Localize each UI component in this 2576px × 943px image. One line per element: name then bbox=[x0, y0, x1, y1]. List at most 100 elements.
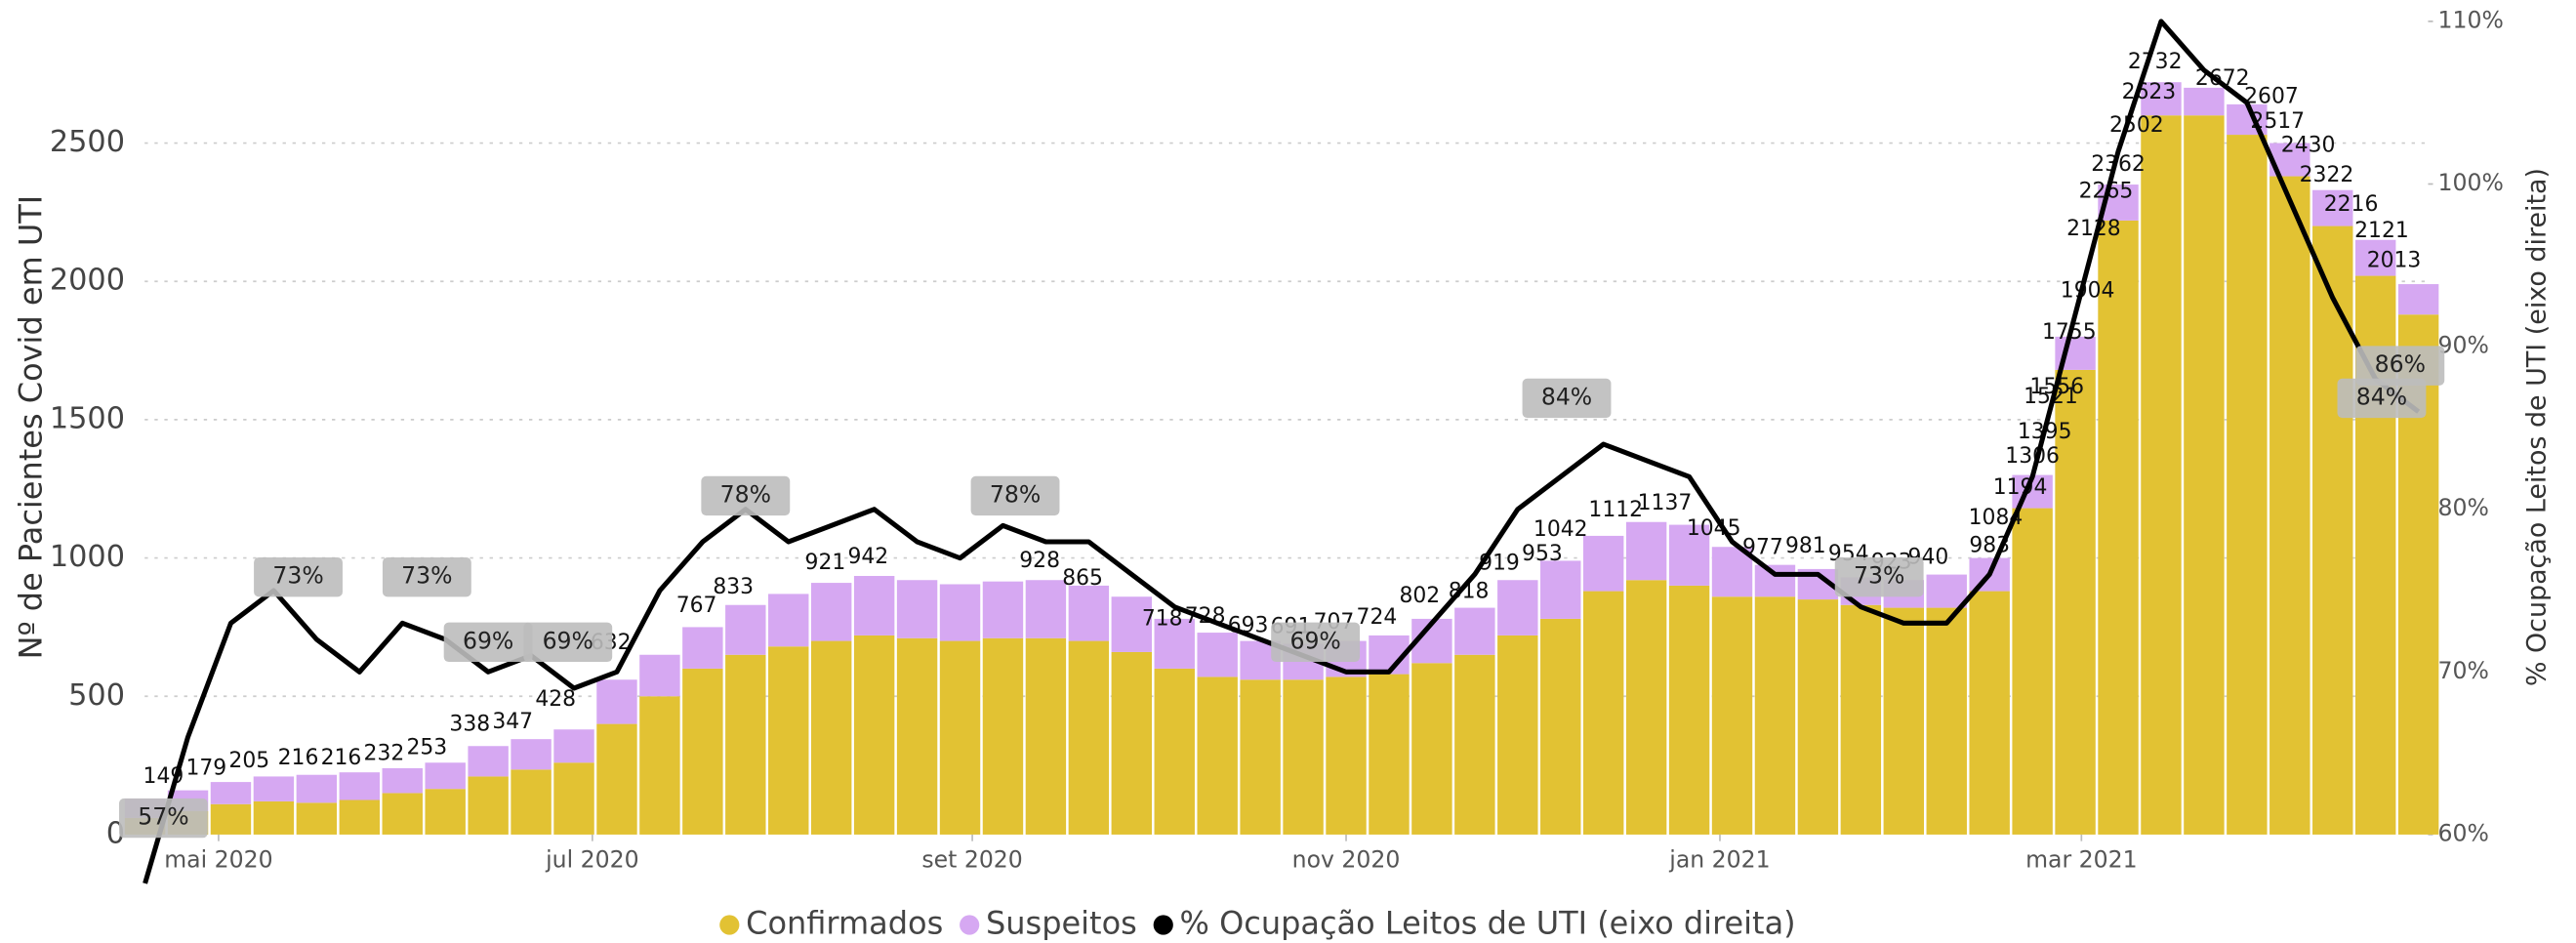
y-axis-title: Nº de Pacientes Covid em UTI bbox=[13, 195, 50, 660]
line-label-text: 73% bbox=[272, 562, 323, 590]
bar bbox=[939, 584, 981, 641]
total-label: 216 bbox=[321, 746, 362, 770]
bar bbox=[982, 637, 1024, 835]
line-label-box bbox=[1834, 557, 1924, 597]
total-label: 981 bbox=[1785, 534, 1826, 558]
legend-marker bbox=[960, 915, 980, 935]
bar bbox=[810, 583, 852, 641]
y-tick-label: 1000 bbox=[50, 540, 125, 574]
line-label-text: 69% bbox=[1289, 627, 1340, 654]
total-label: 2013 bbox=[2367, 249, 2422, 273]
bar bbox=[939, 640, 981, 835]
total-label: 338 bbox=[449, 712, 490, 736]
bar bbox=[896, 637, 938, 835]
bar bbox=[1497, 580, 1538, 636]
bar bbox=[1240, 679, 1281, 835]
bar bbox=[682, 627, 723, 669]
bar bbox=[468, 746, 509, 777]
bar bbox=[1540, 618, 1581, 835]
bar bbox=[468, 776, 509, 835]
bar bbox=[1926, 574, 1967, 608]
total-label: 833 bbox=[713, 575, 754, 599]
bar bbox=[553, 762, 594, 835]
y2-tick-label: 70% bbox=[2438, 657, 2489, 684]
legend-marker bbox=[719, 915, 740, 935]
bar bbox=[1197, 633, 1238, 677]
bar bbox=[1411, 663, 1452, 835]
x-tick-label: jul 2020 bbox=[545, 845, 638, 873]
y-tick-label: 1500 bbox=[50, 401, 125, 435]
total-label: 2623 bbox=[2122, 80, 2177, 104]
bar bbox=[810, 640, 852, 835]
bar bbox=[2141, 82, 2182, 116]
line-label: 84% bbox=[2337, 378, 2427, 419]
y2-axis-title: % Ocupação Leitos de UTI (eixo direita) bbox=[2522, 168, 2553, 686]
bar bbox=[1926, 607, 1967, 835]
bar bbox=[2012, 508, 2053, 835]
bar bbox=[1025, 580, 1067, 638]
x-tick-label: mar 2021 bbox=[2025, 845, 2137, 873]
bar bbox=[853, 635, 895, 835]
bar bbox=[1111, 651, 1153, 835]
legend-label: Confirmados bbox=[746, 904, 943, 941]
total-label: 179 bbox=[185, 756, 226, 780]
y2-tick-label: 110% bbox=[2438, 6, 2504, 33]
total-label: 205 bbox=[228, 749, 269, 773]
x-tick-label: nov 2020 bbox=[1292, 845, 1401, 873]
total-label: 2121 bbox=[2354, 219, 2409, 243]
bar bbox=[1454, 607, 1495, 655]
bar bbox=[725, 654, 766, 835]
line-label: 78% bbox=[970, 475, 1060, 516]
bar bbox=[896, 580, 938, 638]
line-label-text: 78% bbox=[990, 480, 1041, 508]
bar bbox=[768, 646, 809, 835]
bar bbox=[296, 774, 338, 803]
line-label-box bbox=[118, 798, 208, 839]
bar bbox=[1668, 585, 1710, 835]
bar bbox=[596, 723, 637, 835]
line-label-box bbox=[254, 557, 343, 597]
bar bbox=[2397, 284, 2439, 315]
total-label: 232 bbox=[364, 741, 405, 765]
line-label-box bbox=[2355, 346, 2445, 386]
bar bbox=[1540, 560, 1581, 619]
y2-tick-label: 100% bbox=[2438, 169, 2504, 196]
line-label-text: 84% bbox=[1541, 383, 1592, 410]
bar bbox=[2354, 239, 2396, 276]
bar bbox=[1883, 607, 1925, 835]
bar bbox=[596, 679, 637, 724]
bar bbox=[639, 654, 680, 697]
legend-label: % Ocupação Leitos de UTI (eixo direita) bbox=[1180, 904, 1796, 941]
line-label: 73% bbox=[254, 557, 343, 597]
bar bbox=[210, 803, 252, 835]
bar bbox=[1068, 585, 1110, 641]
bar bbox=[1582, 591, 1624, 835]
line-label-box bbox=[701, 475, 791, 516]
y-tick-label: 500 bbox=[68, 678, 125, 713]
line-label-text: 84% bbox=[2356, 383, 2407, 410]
bar bbox=[1582, 535, 1624, 592]
x-tick-label: mai 2020 bbox=[164, 845, 272, 873]
total-label: 2216 bbox=[2324, 192, 2379, 217]
bar bbox=[2269, 176, 2310, 835]
total-label: 2430 bbox=[2281, 134, 2336, 158]
total-label: 216 bbox=[278, 746, 319, 770]
legend-marker bbox=[1153, 915, 1173, 935]
line-label-box bbox=[2337, 378, 2427, 419]
bar bbox=[1283, 679, 1324, 835]
bar bbox=[1668, 524, 1710, 586]
total-label: 1194 bbox=[1993, 475, 2048, 500]
total-label: 428 bbox=[535, 687, 576, 712]
bar bbox=[511, 739, 552, 770]
line-label-text: 86% bbox=[2375, 350, 2426, 378]
bar bbox=[2098, 220, 2139, 835]
bar bbox=[1840, 604, 1882, 835]
bar bbox=[1154, 668, 1195, 835]
bar bbox=[1711, 596, 1753, 835]
line-label-text: 69% bbox=[543, 627, 593, 654]
bar bbox=[1154, 618, 1195, 669]
bar bbox=[253, 800, 295, 835]
bar bbox=[425, 762, 466, 790]
bar bbox=[1711, 547, 1753, 597]
